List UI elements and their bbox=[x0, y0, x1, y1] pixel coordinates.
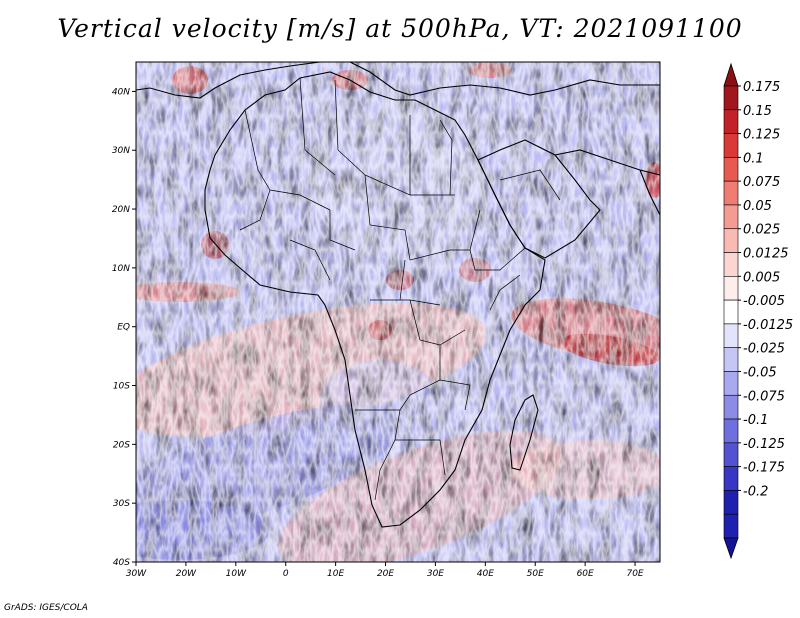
lat-tick-label: 30S bbox=[113, 499, 130, 509]
colorbar-swatch bbox=[723, 276, 739, 301]
colorbar-label: -0.175 bbox=[743, 461, 785, 476]
colorbar-label: 0.15 bbox=[743, 104, 772, 119]
colorbar-swatch bbox=[723, 109, 739, 134]
map-frame bbox=[135, 61, 661, 563]
lon-tick-label: 60E bbox=[577, 569, 594, 579]
colorbar-swatch bbox=[723, 180, 739, 206]
colorbar-swatch bbox=[723, 466, 739, 491]
lat-tick-label: 20S bbox=[113, 440, 130, 450]
colorbar-label: 0.075 bbox=[743, 175, 780, 190]
grads-credit: GrADS: IGES/COLA bbox=[4, 603, 88, 613]
lon-tick-label: 10E bbox=[327, 569, 344, 579]
vertical-velocity-field bbox=[136, 62, 660, 562]
colorbar-label: 0.05 bbox=[743, 199, 772, 214]
country-borders bbox=[239, 77, 561, 501]
arabian-peninsula-coastline bbox=[477, 139, 601, 259]
colorbar-swatch bbox=[723, 252, 739, 277]
colorbar-top-arrow bbox=[723, 62, 739, 87]
colorbar: 0.175 0.15 0.125 0.1 0.075 0.05 0.025 0.0125 0.0… bbox=[723, 62, 793, 560]
lon-tick-label: 70E bbox=[626, 569, 643, 579]
colorbar-label: -0.005 bbox=[743, 294, 785, 309]
colorbar-label: -0.025 bbox=[743, 342, 785, 357]
colorbar-swatch bbox=[723, 490, 739, 515]
colorbar-label: -0.1 bbox=[743, 413, 768, 428]
lon-tick-label: 20E bbox=[377, 569, 394, 579]
lat-tick-label: 40S bbox=[113, 558, 130, 568]
colorbar-swatch bbox=[723, 157, 739, 182]
map-title: Vertical velocity [m/s] at 500hPa, VT: 2… bbox=[57, 14, 743, 43]
colorbar-swatch bbox=[723, 347, 739, 372]
lat-tick-label: EQ bbox=[117, 323, 130, 333]
colorbar-label: -0.0125 bbox=[743, 318, 793, 333]
colorbar-label: -0.125 bbox=[743, 437, 785, 452]
lat-tick-label: 40N bbox=[112, 87, 130, 97]
africa-coastline bbox=[204, 71, 546, 528]
colorbar-swatch bbox=[723, 133, 739, 158]
lat-tick-label: 30N bbox=[112, 146, 130, 156]
lon-tick-label: 30E bbox=[427, 569, 444, 579]
colorbar-label: 0.175 bbox=[743, 80, 780, 95]
colorbar-swatch bbox=[723, 442, 739, 467]
colorbar-swatch bbox=[723, 228, 739, 253]
colorbar-swatch bbox=[723, 204, 739, 230]
colorbar-label: 0.025 bbox=[743, 223, 780, 238]
colorbar-label: -0.05 bbox=[743, 365, 777, 380]
colorbar-swatch bbox=[723, 371, 739, 396]
latitude-axis: 40N 30N 20N 10N EQ 10S 20S 30S 40S bbox=[112, 87, 136, 568]
colorbar-label: 0.1 bbox=[743, 151, 764, 166]
colorbar-swatch bbox=[723, 323, 739, 348]
colorbar-swatch bbox=[723, 394, 739, 420]
colorbar-swatch bbox=[723, 418, 739, 444]
colorbar-label: -0.2 bbox=[743, 484, 768, 499]
lon-tick-label: 50E bbox=[527, 569, 544, 579]
lon-tick-label: 20W bbox=[176, 569, 197, 579]
colorbar-label: 0.0125 bbox=[743, 247, 789, 262]
lon-tick-label: 40E bbox=[477, 569, 494, 579]
lon-tick-label: 0 bbox=[283, 569, 289, 579]
lat-tick-label: 10S bbox=[113, 382, 130, 392]
colorbar-swatch bbox=[723, 513, 739, 539]
lat-tick-label: 20N bbox=[112, 205, 130, 215]
europe-coastline bbox=[136, 62, 660, 99]
lon-tick-label: 10W bbox=[226, 569, 247, 579]
colorbar-swatch bbox=[723, 299, 739, 325]
colorbar-label: 0.125 bbox=[743, 128, 780, 143]
coastlines bbox=[136, 62, 660, 528]
iran-coastline bbox=[554, 149, 660, 176]
lat-tick-label: 10N bbox=[112, 264, 130, 274]
colorbar-label: -0.075 bbox=[743, 389, 785, 404]
colorbar-swatch bbox=[723, 85, 739, 111]
lon-tick-label: 30W bbox=[126, 569, 147, 579]
india-coastline bbox=[639, 169, 660, 216]
longitude-axis: 30W 20W 10W 0 10E 20E 30E 40E 50E 60E 70E bbox=[126, 562, 644, 579]
colorbar-label: 0.005 bbox=[743, 270, 780, 285]
colorbar-bottom-arrow bbox=[723, 537, 739, 560]
madagascar-coastline bbox=[509, 394, 539, 471]
